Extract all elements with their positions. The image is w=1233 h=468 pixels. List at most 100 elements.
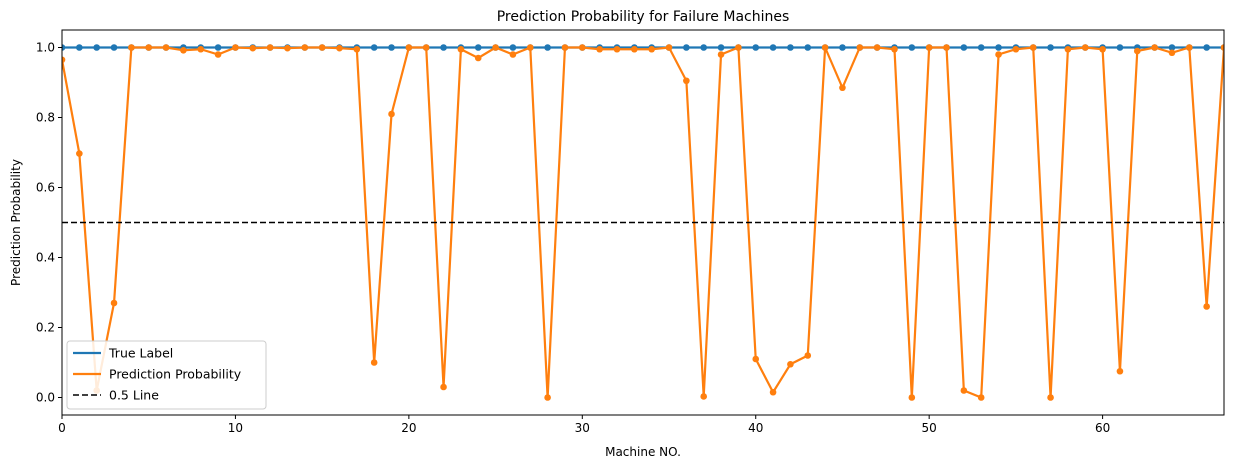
data-point-prediction-probability (388, 110, 395, 118)
data-point-prediction-probability (977, 394, 985, 401)
data-point-prediction-probability (1116, 367, 1124, 375)
data-point-true-label (474, 44, 482, 51)
data-point-true-label (752, 44, 760, 51)
data-point-prediction-probability (474, 54, 482, 62)
y-tick-label: 0.6 (36, 181, 55, 195)
data-point-prediction-probability (839, 84, 846, 92)
data-point-true-label (908, 44, 916, 51)
data-point-prediction-probability (266, 44, 274, 51)
data-point-true-label (214, 44, 222, 51)
data-point-prediction-probability (1064, 45, 1072, 53)
chart-title: Prediction Probability for Failure Machi… (497, 9, 790, 25)
data-point-true-label (787, 44, 794, 51)
data-point-true-label (509, 44, 517, 51)
data-point-prediction-probability (370, 359, 378, 366)
data-point-true-label (995, 44, 1002, 51)
data-point-prediction-probability (509, 51, 517, 58)
data-point-true-label (839, 44, 846, 51)
data-point-prediction-probability (648, 45, 655, 53)
data-point-prediction-probability (284, 44, 291, 52)
data-point-prediction-probability (700, 393, 708, 400)
data-point-true-label (1168, 44, 1176, 51)
data-point-prediction-probability (1203, 303, 1210, 310)
y-tick-label: 0.0 (36, 391, 55, 405)
data-point-prediction-probability (1133, 47, 1141, 55)
data-point-prediction-probability (908, 394, 916, 401)
data-point-prediction-probability (301, 44, 309, 51)
data-point-prediction-probability (873, 44, 881, 51)
x-tick-label: 30 (575, 421, 590, 435)
data-point-prediction-probability (526, 44, 534, 51)
data-point-prediction-probability (492, 44, 499, 51)
x-tick-label: 20 (401, 421, 416, 435)
data-point-prediction-probability (128, 44, 135, 51)
data-point-prediction-probability (891, 45, 898, 53)
data-point-prediction-probability (249, 44, 257, 52)
y-axis-ticks: 0.0 0.2 0.4 0.6 0.8 1.0 (36, 41, 62, 405)
data-point-prediction-probability (735, 44, 742, 51)
x-axis-label: Machine NO. (605, 445, 681, 459)
data-point-true-label (388, 44, 395, 51)
x-axis-ticks: 0 10 20 30 40 50 60 (58, 415, 1110, 435)
data-point-prediction-probability (1151, 44, 1158, 51)
data-point-prediction-probability (440, 383, 447, 391)
data-point-true-label (1116, 44, 1124, 51)
data-point-true-label (76, 44, 83, 51)
data-point-true-label (683, 44, 690, 51)
y-tick-label: 0.4 (36, 251, 55, 265)
data-point-true-label (110, 44, 118, 51)
y-tick-label: 1.0 (36, 41, 55, 55)
x-tick-label: 40 (748, 421, 763, 435)
data-point-prediction-probability (1099, 45, 1106, 53)
data-point-prediction-probability (925, 44, 933, 51)
data-point-prediction-probability (561, 44, 569, 51)
data-point-prediction-probability (76, 150, 83, 157)
legend-label-0-5-line: 0.5 Line (109, 388, 159, 403)
legend-label-true-label: True Label (108, 346, 173, 361)
data-point-prediction-probability (631, 45, 638, 53)
data-point-true-label (370, 44, 378, 51)
data-point-prediction-probability (1029, 44, 1037, 51)
legend: True Label Prediction Probability 0.5 Line (66, 340, 267, 410)
data-point-prediction-probability (943, 44, 950, 51)
data-point-prediction-probability (960, 387, 968, 394)
x-tick-label: 10 (228, 421, 243, 435)
data-point-prediction-probability (769, 388, 777, 396)
data-point-prediction-probability (422, 44, 430, 51)
data-point-prediction-probability (752, 355, 760, 363)
data-point-prediction-probability (821, 44, 829, 51)
x-tick-label: 50 (922, 421, 937, 435)
data-point-prediction-probability (544, 394, 551, 401)
y-tick-label: 0.8 (36, 111, 55, 125)
y-axis-label: Prediction Probability (9, 159, 23, 286)
data-point-prediction-probability (457, 45, 465, 53)
data-point-true-label (717, 44, 725, 51)
data-point-prediction-probability (613, 45, 621, 53)
data-point-prediction-probability (214, 51, 222, 58)
data-point-prediction-probability (787, 360, 794, 368)
data-point-prediction-probability (353, 45, 361, 53)
data-point-prediction-probability (1220, 44, 1224, 51)
legend-box (66, 340, 267, 410)
data-point-prediction-probability (1168, 49, 1176, 57)
data-point-prediction-probability (596, 45, 603, 53)
data-point-true-label (544, 44, 551, 51)
data-point-true-label (700, 44, 708, 51)
data-point-prediction-probability (717, 51, 725, 58)
data-point-prediction-probability (62, 56, 66, 64)
data-point-prediction-probability (1012, 45, 1020, 53)
data-point-prediction-probability (162, 44, 170, 51)
data-point-prediction-probability (665, 44, 673, 51)
data-point-prediction-probability (856, 44, 864, 51)
data-point-prediction-probability (318, 44, 326, 51)
y-tick-label: 0.2 (36, 321, 55, 335)
plot-frame (61, 29, 1225, 416)
data-point-prediction-probability (683, 77, 690, 85)
data-point-prediction-probability (1081, 44, 1089, 51)
data-point-true-label (1047, 44, 1054, 51)
data-point-prediction-probability (804, 352, 812, 359)
data-point-prediction-probability (578, 44, 586, 51)
data-point-prediction-probability (110, 299, 118, 307)
data-point-prediction-probability (1186, 44, 1193, 51)
